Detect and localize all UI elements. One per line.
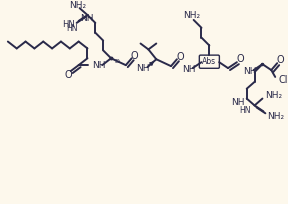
- FancyBboxPatch shape: [199, 55, 219, 68]
- Text: NH₂: NH₂: [183, 11, 200, 20]
- Text: HN: HN: [66, 24, 77, 33]
- Text: Abs: Abs: [202, 57, 216, 66]
- Text: HN: HN: [62, 20, 75, 29]
- Text: O: O: [237, 54, 245, 64]
- Text: NH: NH: [92, 61, 106, 70]
- Text: O: O: [176, 52, 184, 62]
- Text: NH: NH: [243, 67, 256, 75]
- Text: NH₂: NH₂: [265, 91, 283, 100]
- Text: D: D: [114, 59, 119, 64]
- Text: O: O: [276, 55, 284, 65]
- Text: NH₂: NH₂: [267, 112, 285, 121]
- Text: NH: NH: [182, 65, 195, 74]
- Text: NH: NH: [231, 98, 245, 107]
- Text: NH: NH: [80, 14, 93, 23]
- Text: NH: NH: [137, 64, 150, 73]
- Text: NH₂: NH₂: [69, 1, 86, 10]
- Text: O: O: [131, 51, 139, 61]
- Text: Cl: Cl: [278, 75, 288, 85]
- Text: HN: HN: [239, 106, 251, 115]
- Text: O: O: [65, 70, 73, 80]
